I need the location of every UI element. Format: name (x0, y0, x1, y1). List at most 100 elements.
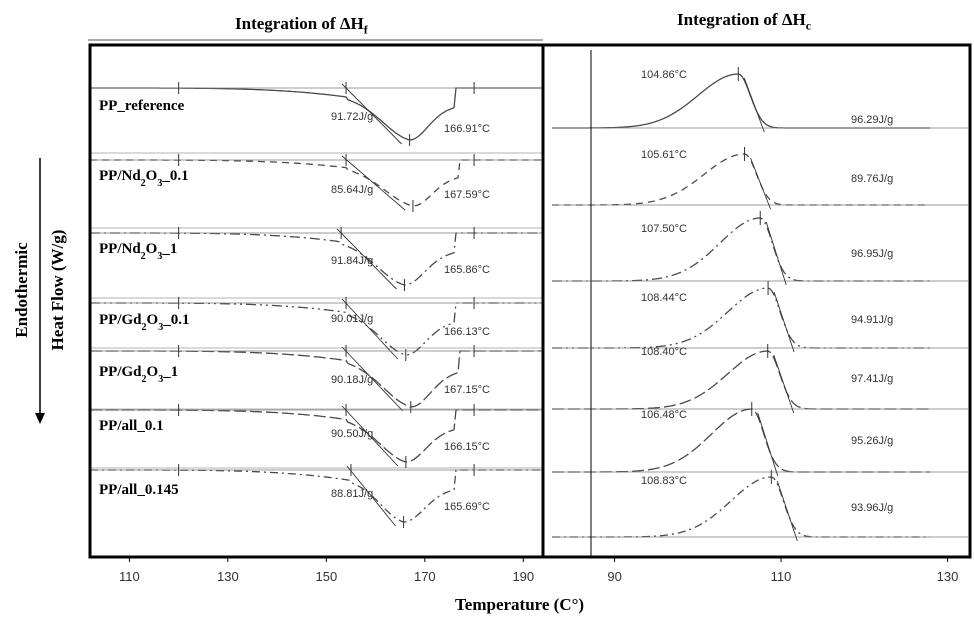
peak-temperature-label: 166.91°C (444, 123, 490, 135)
x-tick-label: 190 (512, 569, 534, 584)
sample-label-part: 2 (142, 322, 147, 333)
crystallization-panel: 104.86°C 96.29J/g 105.61°C 89.76J/g 107.50°C… (552, 67, 968, 542)
peak-temperature-label: 104.86°C (641, 69, 687, 81)
down-arrow-icon (35, 158, 45, 424)
tangent-line (346, 465, 396, 527)
crystallization-trace: 108.44°C 94.91J/g (552, 281, 968, 353)
tangent-line (773, 291, 795, 353)
crystallization-trace: 108.83°C 93.96J/g (552, 470, 968, 542)
peak-temperature-label: 165.69°C (444, 501, 490, 513)
y-axis-label-line2: Heat Flow (W/g) (48, 229, 67, 351)
sample-label: PP/Gd2O3_1 (99, 364, 178, 385)
tangent-line (336, 228, 397, 290)
tangent-line (341, 83, 402, 145)
tangent-line (773, 354, 795, 414)
enthalpy-label: 90.18J/g (331, 374, 373, 386)
tangent-line (765, 221, 787, 286)
sample-label: PP/Nd2O3_1 (99, 241, 177, 262)
peak-temperature-label: 167.59°C (444, 189, 490, 201)
peak-temperature-label: 167.15°C (444, 384, 490, 396)
tangent-line (341, 405, 399, 467)
peak-temperature-label: 107.50°C (641, 223, 687, 235)
sample-label-part: _1 (161, 241, 177, 257)
enthalpy-label: 96.95J/g (851, 248, 893, 260)
peak-temperature-label: 166.15°C (444, 441, 490, 453)
tangent-line (341, 346, 404, 412)
enthalpy-label: 90.50J/g (331, 428, 373, 440)
tangent-line (341, 298, 399, 360)
sample-label-part: 3 (157, 178, 162, 189)
enthalpy-label: 94.91J/g (851, 314, 893, 326)
crystallization-trace: 106.48°C 95.26J/g (552, 402, 968, 477)
peak-temperature-label: 105.61°C (641, 149, 687, 161)
peak-temperature-label: 108.44°C (641, 292, 687, 304)
right-panel-title: Integration of ΔHc (677, 10, 812, 33)
left-panel-frame (88, 43, 545, 559)
tangent-line (341, 155, 406, 211)
sample-label: PP/Gd2O3_0.1 (99, 312, 189, 333)
enthalpy-label: 91.72J/g (331, 111, 373, 123)
right-panel-frame (541, 43, 972, 559)
sample-label: PP/all_0.145 (99, 482, 179, 498)
peak-temperature-label: 165.86°C (444, 264, 490, 276)
peak-temperature-label: 106.48°C (641, 409, 687, 421)
sample-label-part: O (146, 241, 158, 257)
x-axis-label: Temperature (C°) (455, 595, 585, 614)
sample-label: PP_reference (99, 98, 185, 114)
peak-temperature-label: 108.83°C (641, 475, 687, 487)
sample-label-part: _0.1 (162, 312, 189, 328)
sample-label-part: PP_reference (99, 98, 185, 114)
crystallization-trace: 104.86°C 96.29J/g (552, 67, 968, 133)
dsc-curve (552, 476, 930, 538)
crystallization-trace: 108.40°C 97.41J/g (552, 344, 968, 414)
y-axis-label-line1: Endothermic (12, 242, 31, 338)
enthalpy-label: 95.26J/g (851, 435, 893, 447)
x-tick-label: 130 (937, 569, 959, 584)
enthalpy-label: 93.96J/g (851, 502, 893, 514)
sample-label-part: _0.1 (161, 168, 188, 184)
sample-label-part: _1 (162, 364, 178, 380)
tangent-line (750, 157, 771, 210)
peak-temperature-label: 108.40°C (641, 346, 687, 358)
melting-trace: 90.18J/g 167.15°C PP/Gd2O3_1 (90, 345, 543, 413)
peak-temperature-label: 166.13°C (444, 326, 490, 338)
sample-label-part: O (147, 312, 159, 328)
sample-label-part: PP/all_0.145 (99, 482, 179, 498)
x-tick-label: 130 (217, 569, 239, 584)
x-tick-label: 170 (414, 569, 436, 584)
sample-label-part: PP/Nd (99, 168, 141, 184)
enthalpy-label: 89.76J/g (851, 173, 893, 185)
left-panel-title: Integration of ΔHf (235, 14, 368, 37)
sample-label: PP/Nd2O3_0.1 (99, 168, 189, 189)
sample-label-part: 2 (141, 178, 146, 189)
sample-label-part: O (147, 364, 159, 380)
x-tick-label: 110 (119, 569, 140, 584)
sample-label-part: 2 (141, 251, 146, 262)
x-tick-label: 150 (315, 569, 337, 584)
sample-label-part: 3 (157, 251, 162, 262)
melting-trace: 91.84J/g 165.86°C PP/Nd2O3_1 (90, 227, 543, 291)
enthalpy-label: 97.41J/g (851, 373, 893, 385)
sample-label-part: O (146, 168, 158, 184)
sample-label-part: 3 (158, 374, 163, 385)
enthalpy-label: 88.81J/g (331, 488, 373, 500)
sample-label-part: 3 (158, 322, 163, 333)
melting-trace: 90.01J/g 166.13°C PP/Gd2O3_0.1 (90, 297, 543, 361)
melting-trace: 88.81J/g 165.69°C PP/all_0.145 (90, 464, 543, 528)
melting-trace: 90.50J/g 166.15°C PP/all_0.1 (90, 404, 543, 468)
x-tick-label: 110 (771, 569, 792, 584)
enthalpy-label: 90.01J/g (331, 313, 373, 325)
tangent-line (743, 77, 765, 133)
sample-label-part: PP/Gd (99, 364, 142, 380)
enthalpy-label: 91.84J/g (331, 255, 373, 267)
sample-label-part: PP/Nd (99, 241, 141, 257)
melting-trace: 85.64J/g 167.59°C PP/Nd2O3_0.1 (90, 154, 543, 212)
crystallization-trace: 107.50°C 96.95J/g (552, 211, 968, 286)
melting-panel: 91.72J/g 166.91°C PP_reference 85.64J/g 167.… (90, 82, 543, 528)
dsc-curve (552, 350, 930, 410)
axes-frame: 110 130 150 170 190 90 110 130 (88, 39, 972, 584)
sample-label-part: 2 (142, 374, 147, 385)
sample-label-part: PP/all_0.1 (99, 418, 164, 434)
crystallization-trace: 105.61°C 89.76J/g (552, 147, 968, 210)
